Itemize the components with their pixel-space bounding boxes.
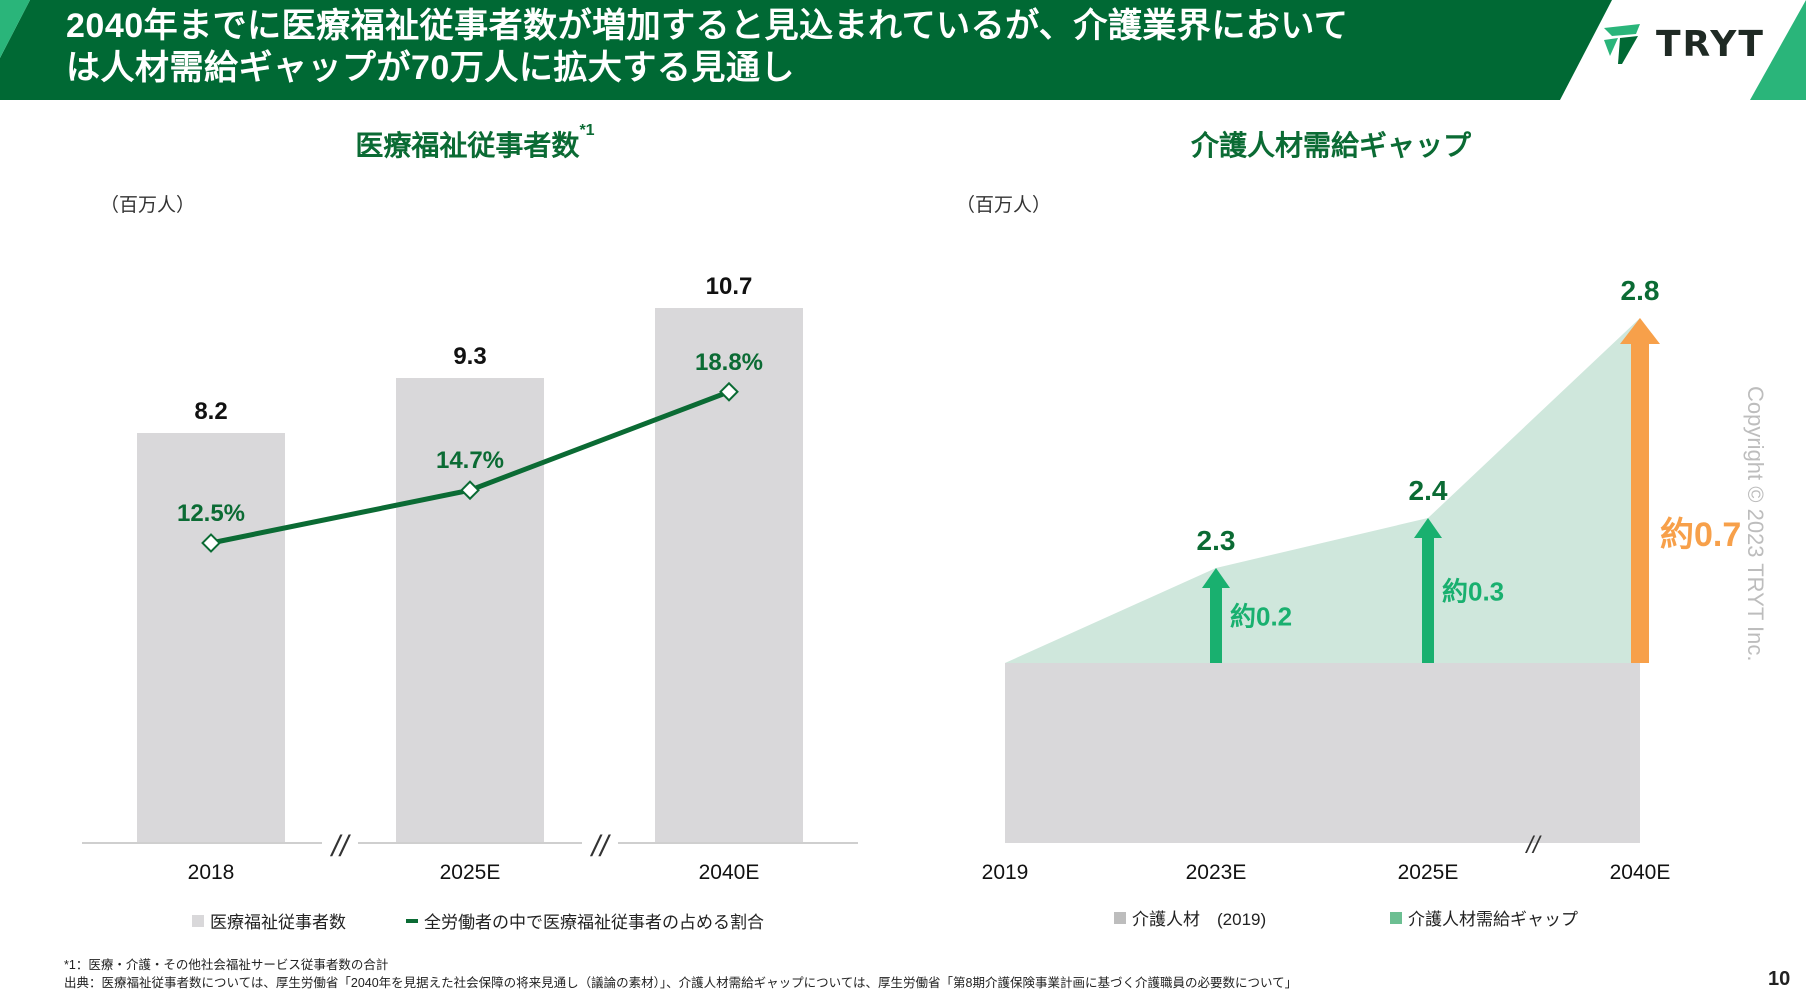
header-left-accent (0, 0, 30, 58)
x-tick-label-2025E: 2025E (440, 861, 501, 884)
right-x-tick-label-2019: 2019 (982, 861, 1029, 884)
x-tick-label-2040E: 2040E (699, 861, 760, 884)
tryt-logo-icon (1604, 24, 1640, 64)
left-chart-title-text: 医療福祉従事者数 (355, 130, 580, 161)
legend-swatch-base (1114, 911, 1126, 924)
right-chart-unit: （百万人） (956, 195, 1052, 216)
gap-arrow-head-2023E (1202, 568, 1230, 588)
gap-arrow-head-2040E (1620, 318, 1660, 344)
axis-break-mark-1: // (330, 830, 351, 863)
left-chart-title: 医療福祉従事者数*1 (80, 122, 870, 164)
base-workforce-block (1005, 663, 1640, 843)
axis-break-gap-1 (322, 828, 358, 858)
footnote-source: 出典：医療福祉従事者数については、厚生労働省「2040年を見据えた社会保障の将来… (64, 976, 1298, 990)
bar-value-label-2025E: 9.3 (453, 343, 486, 370)
x-tick-label-2018: 2018 (188, 861, 235, 884)
right-legend-gap-label: 介護人材需給ギャップ (1408, 910, 1578, 929)
gap-label-2023E: 約0.2 (1230, 602, 1292, 632)
right-x-tick-label-2025E: 2025E (1398, 861, 1459, 884)
axis-break-mark-2: // (590, 830, 611, 863)
gap-area (1005, 318, 1640, 663)
bar-value-label-2040E: 10.7 (706, 273, 753, 300)
legend-swatch-gray (192, 914, 204, 927)
gap-arrow-shaft-2040E (1631, 342, 1649, 663)
total-label-2023E: 2.3 (1197, 525, 1236, 556)
ratio-point-2025E (460, 480, 480, 501)
header-green-band (0, 0, 1612, 100)
total-label-2040E: 2.8 (1621, 275, 1660, 306)
right-x-tick-label-2023E: 2023E (1186, 861, 1247, 884)
page-number: 10 (1768, 968, 1791, 990)
gap-label-2025E: 約0.3 (1442, 577, 1504, 607)
gap-arrow-head-2025E (1414, 518, 1442, 538)
right-axis-break-mark: // (1524, 832, 1542, 859)
ratio-point-2040E (719, 381, 739, 402)
bar-2018 (137, 433, 285, 843)
left-chart-title-footnote-mark: *1 (579, 122, 595, 139)
page-title-line-2: は人材需給ギャップが70万人に拡大する見通し (66, 49, 795, 87)
header-banner: 2040年までに医療福祉従事者数が増加すると見込まれているが、介護業界において … (0, 0, 1806, 100)
legend-swatch-gap (1390, 911, 1402, 924)
left-legend-line: 全労働者の中で医療福祉従事者の占める割合 (406, 908, 764, 933)
left-chart: // // 8.2 2018 9.3 2025E 10.7 2040E 12.5% 14.7% 1… (82, 273, 858, 884)
ratio-label-2040E: 18.8% (695, 349, 763, 376)
right-legend-base-label: 介護人材 (2019) (1132, 910, 1267, 929)
left-legend-bar-label: 医療福祉従事者数 (210, 913, 346, 932)
ratio-label-2018: 12.5% (177, 500, 245, 527)
gap-arrow-shaft-2023E (1210, 586, 1222, 663)
axis-break-gap-2 (582, 828, 618, 858)
footnote-1: *1：医療・介護・その他社会福祉サービス従事者数の合計 (64, 958, 389, 972)
right-chart-title: 介護人材需給ギャップ (1190, 130, 1471, 161)
left-legend-bar: 医療福祉従事者数 (192, 908, 346, 933)
header-right-accent (1750, 0, 1806, 100)
left-legend-line-label: 全労働者の中で医療福祉従事者の占める割合 (424, 913, 764, 932)
page-title-line-1: 2040年までに医療福祉従事者数が増加すると見込まれているが、介護業界において (66, 7, 1349, 45)
left-chart-unit: （百万人） (100, 195, 196, 216)
ratio-point-2018 (201, 533, 221, 553)
right-chart: // 2.3 約0.2 2.4 約0.3 2.8 約0.7 2019 2023E 2025E 20… (982, 275, 1742, 884)
right-legend-gap: 介護人材需給ギャップ (1390, 905, 1578, 930)
total-label-2025E: 2.4 (1409, 475, 1448, 506)
tryt-logo: TRYT (1600, 22, 1780, 66)
bar-value-label-2018: 8.2 (194, 398, 227, 425)
tryt-logo-text: TRYT (1656, 24, 1765, 65)
legend-swatch-line (406, 918, 418, 923)
ratio-label-2025E: 14.7% (436, 447, 504, 474)
gap-arrow-shaft-2025E (1422, 536, 1434, 663)
right-x-tick-label-2040E: 2040E (1610, 861, 1671, 884)
header-background (0, 0, 1806, 100)
copyright-text: Copyright © 2023 TRYT Inc. (1743, 386, 1768, 662)
bar-2025E (396, 378, 544, 843)
right-legend-base: 介護人材 (2019) (1114, 905, 1266, 930)
gap-label-2040E: 約0.7 (1660, 516, 1741, 554)
